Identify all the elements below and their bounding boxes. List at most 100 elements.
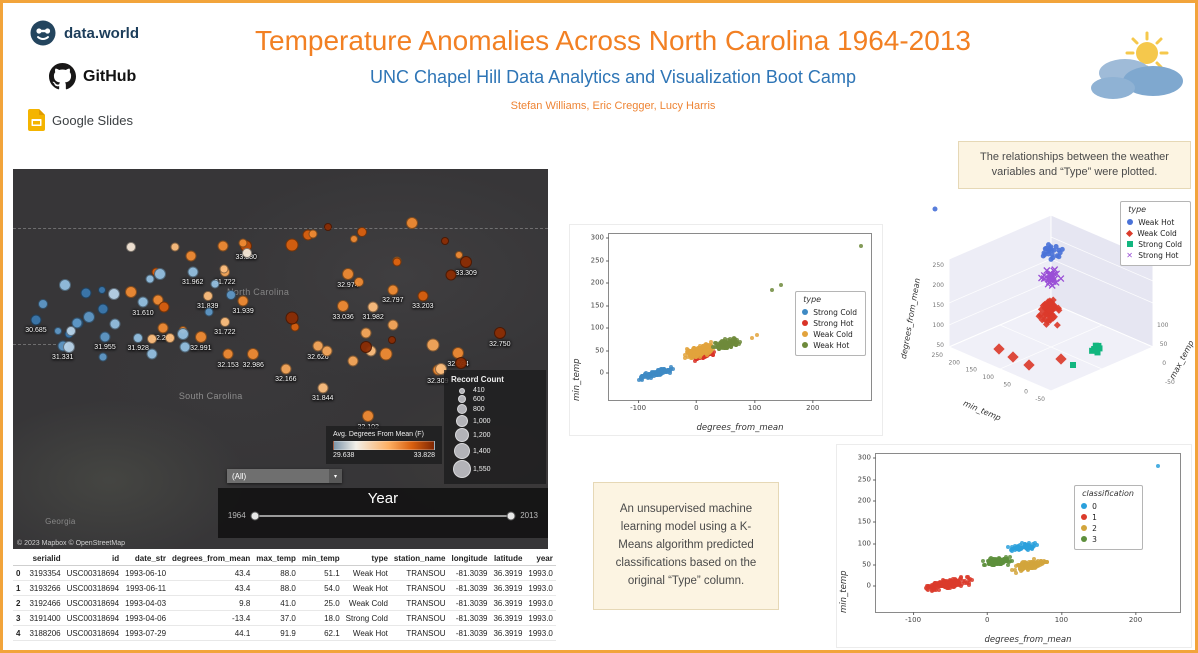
map-filter-dropdown[interactable]: (All) ▾ — [227, 469, 343, 484]
map-point[interactable] — [80, 287, 92, 298]
map-point[interactable] — [98, 352, 108, 362]
map-point[interactable] — [99, 331, 111, 343]
map-point[interactable] — [441, 236, 450, 245]
map-panel: North Carolina South Carolina Georgia 33… — [13, 169, 548, 549]
map-point[interactable] — [194, 330, 207, 343]
legend-entry: 1 — [1081, 512, 1134, 523]
map-point[interactable] — [308, 229, 318, 239]
map-point-label: 33.036 — [332, 314, 354, 322]
chevron-down-icon[interactable]: ▾ — [329, 469, 343, 484]
map-point[interactable] — [362, 410, 375, 422]
map-point[interactable] — [455, 251, 464, 260]
map-point[interactable] — [58, 278, 71, 291]
map-point[interactable] — [62, 341, 75, 354]
map-point[interactable] — [357, 226, 368, 237]
map-point[interactable] — [350, 234, 359, 243]
table-header: serialid id date_str degrees_from_mean max_t… — [13, 551, 556, 566]
map-point[interactable] — [460, 256, 473, 269]
table-cell: 41.0 — [253, 595, 299, 611]
map-point[interactable] — [354, 276, 365, 287]
map-point[interactable] — [157, 322, 169, 334]
year-slider-track[interactable] — [250, 511, 516, 521]
map-point[interactable] — [388, 336, 397, 345]
map-point[interactable] — [153, 267, 166, 280]
map-point[interactable] — [210, 279, 220, 289]
map-point[interactable] — [241, 248, 252, 259]
map-point[interactable] — [324, 223, 333, 232]
map-point[interactable] — [145, 274, 155, 284]
map-point[interactable] — [247, 348, 260, 361]
github-logo[interactable]: GitHub — [49, 63, 136, 90]
map-point[interactable] — [164, 333, 175, 344]
map-point[interactable] — [82, 311, 95, 324]
dataworld-logo[interactable]: data.world — [29, 19, 139, 47]
map-point[interactable] — [125, 286, 138, 299]
map-point[interactable] — [98, 285, 107, 294]
map-point[interactable] — [204, 307, 214, 317]
map-point[interactable] — [222, 348, 234, 360]
map-point[interactable] — [367, 301, 379, 313]
table-row: 1 3193266 USC00318694 1993-06-11 43.4 88.0 54.… — [13, 580, 556, 596]
map-point[interactable] — [337, 300, 350, 313]
map-point[interactable] — [108, 288, 121, 301]
map-point[interactable] — [187, 266, 199, 278]
year-slider-handle-left[interactable] — [250, 511, 260, 521]
map-point[interactable] — [280, 363, 292, 375]
map-point[interactable] — [176, 327, 189, 340]
map-point[interactable] — [347, 355, 359, 367]
map-point[interactable] — [158, 301, 170, 313]
map-point[interactable] — [66, 326, 77, 337]
row-index: 0 — [13, 565, 27, 581]
map-point[interactable] — [109, 318, 121, 330]
map-point[interactable] — [146, 333, 157, 344]
map-point[interactable] — [202, 290, 213, 301]
map-point[interactable] — [179, 341, 191, 353]
map-point[interactable] — [219, 317, 230, 328]
legend-marker — [1127, 219, 1134, 226]
map-point[interactable] — [387, 284, 399, 296]
map-point[interactable] — [238, 238, 247, 248]
map-point[interactable] — [285, 238, 299, 252]
map-point[interactable] — [53, 326, 62, 335]
map-point[interactable] — [137, 296, 149, 308]
map-point[interactable] — [217, 240, 229, 252]
map-point[interactable] — [392, 257, 402, 267]
map-point[interactable] — [493, 327, 506, 340]
map-point[interactable] — [387, 319, 399, 331]
map-point[interactable] — [133, 333, 144, 344]
record-count-title: Record Count — [451, 375, 504, 385]
map-point[interactable] — [454, 356, 467, 369]
map-point[interactable] — [146, 348, 158, 360]
map-point[interactable] — [71, 317, 83, 329]
map-point[interactable] — [321, 345, 332, 357]
map-point[interactable] — [405, 216, 418, 229]
map-point[interactable] — [379, 347, 393, 361]
map-point[interactable] — [360, 327, 372, 339]
dataworld-icon — [30, 20, 56, 46]
map-point[interactable] — [185, 250, 197, 262]
map-point[interactable] — [226, 289, 237, 300]
map-point-label: 31.722 — [214, 329, 236, 337]
google-slides-logo[interactable]: Google Slides — [28, 109, 133, 131]
map-point-label: 31.610 — [132, 309, 154, 317]
map-point[interactable] — [317, 382, 329, 394]
map-point[interactable] — [97, 303, 109, 315]
map-point[interactable] — [30, 314, 42, 326]
column-header: min_temp — [298, 551, 343, 566]
map-point[interactable] — [152, 294, 164, 306]
map-point[interactable] — [417, 290, 429, 302]
year-slider-handle-right[interactable] — [506, 511, 516, 521]
map-point[interactable] — [170, 242, 180, 252]
map-point[interactable] — [341, 267, 354, 280]
map-point[interactable] — [219, 264, 229, 274]
map-point[interactable] — [37, 298, 48, 309]
map-point[interactable] — [360, 340, 373, 353]
table-cell: 3193266 — [26, 580, 64, 596]
map-point[interactable] — [285, 311, 299, 325]
column-header: latitude — [490, 551, 526, 566]
map-point[interactable] — [426, 338, 440, 352]
map-point[interactable] — [126, 241, 137, 252]
map-point[interactable] — [237, 295, 249, 307]
table-cell: -81.3039 — [448, 565, 491, 581]
map-point[interactable] — [445, 269, 457, 281]
